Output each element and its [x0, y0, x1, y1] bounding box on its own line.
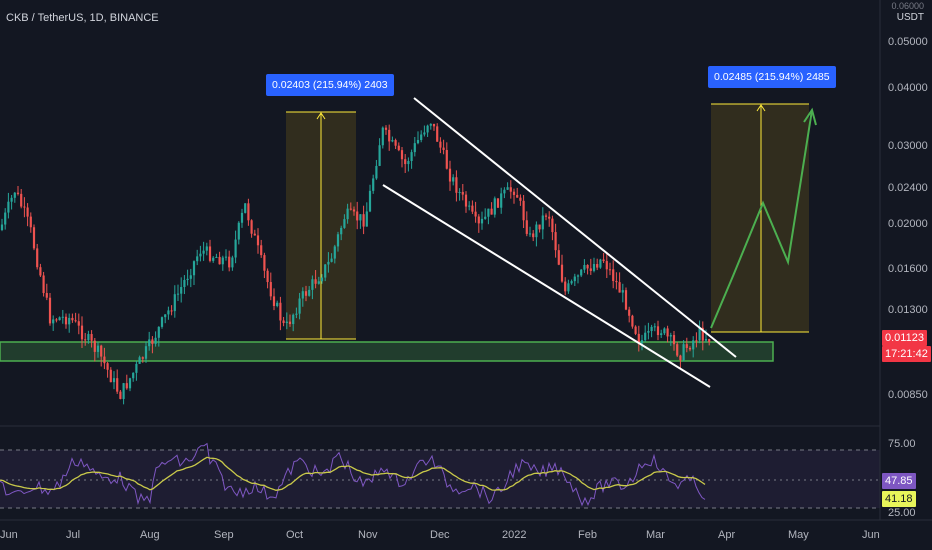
measure-arrow-left: [316, 112, 326, 120]
month-label: Apr: [718, 529, 735, 541]
month-label: Mar: [646, 529, 665, 541]
support-zone[interactable]: [0, 341, 774, 362]
projection-arrowhead: [803, 107, 817, 126]
price-unit-label: USDT: [896, 12, 924, 23]
price-tick: 0.01600: [888, 263, 928, 275]
month-label: Dec: [430, 529, 450, 541]
current-price-tag: 0.01123: [882, 330, 927, 346]
month-label: Jun: [862, 529, 880, 541]
rsi-ma-value-tag: 41.18: [882, 491, 916, 507]
month-label: Jun: [0, 529, 18, 541]
month-label: Nov: [358, 529, 378, 541]
rsi-ma-line: [0, 456, 706, 491]
month-label: Feb: [578, 529, 597, 541]
price-tick: 0.04000: [888, 82, 928, 94]
month-label: Oct: [286, 529, 303, 541]
countdown-tag: 17:21:42: [882, 346, 931, 362]
rsi-tick: 75.00: [888, 438, 916, 450]
rsi-line: [0, 442, 706, 507]
price-tick: 0.02400: [888, 182, 928, 194]
price-tick: 0.02000: [888, 218, 928, 230]
rsi-tick: 25.00: [888, 507, 916, 519]
price-tick: 0.01300: [888, 304, 928, 316]
projection-path[interactable]: [710, 109, 813, 329]
month-label: 2022: [502, 529, 526, 541]
month-label: Jul: [66, 529, 80, 541]
channel-upper-line[interactable]: [413, 97, 737, 358]
measure-arrow-right: [756, 104, 766, 112]
measure-box-right[interactable]: [711, 104, 809, 332]
month-label: Aug: [140, 529, 160, 541]
rsi-value-tag: 47.85: [882, 473, 916, 489]
price-tick: 0.05000: [888, 36, 928, 48]
rsi-band: [0, 450, 880, 508]
channel-lower-line[interactable]: [382, 184, 711, 388]
month-label: May: [788, 529, 809, 541]
measure-label-left[interactable]: 0.02403 (215.94%) 2403: [266, 74, 394, 96]
chart-title: CKB / TetherUS, 1D, BINANCE: [6, 12, 159, 24]
price-tick: 0.00850: [888, 389, 928, 401]
price-unit-top-tick: 0.06000: [891, 1, 924, 11]
price-unit: 0.06000 USDT: [891, 1, 924, 24]
candlestick-series: [0, 123, 711, 405]
measure-label-right[interactable]: 0.02485 (215.94%) 2485: [708, 66, 836, 88]
price-tick: 0.03000: [888, 140, 928, 152]
month-label: Sep: [214, 529, 234, 541]
